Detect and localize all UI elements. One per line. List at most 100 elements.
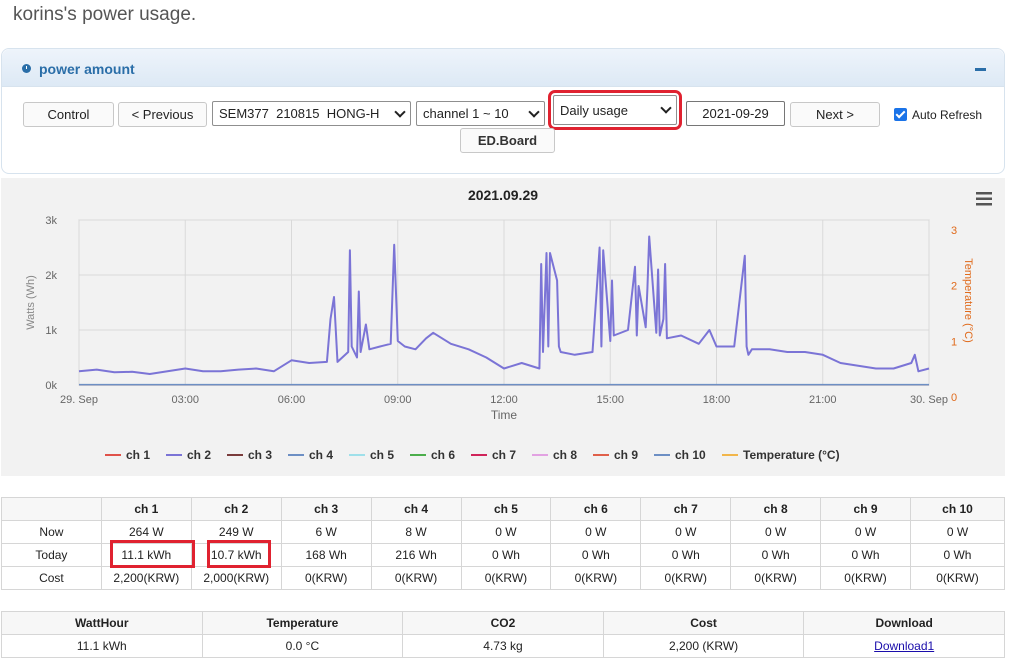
collapse-icon[interactable] bbox=[975, 68, 986, 71]
series-line-ch-2 bbox=[78, 235, 930, 375]
panel-title: power amount bbox=[39, 61, 135, 77]
power-amount-panel: power amount bbox=[1, 48, 1005, 174]
column-header: ch 8 bbox=[730, 497, 822, 521]
legend-item[interactable]: ch 3 bbox=[227, 448, 272, 462]
table-cell: 0 W bbox=[730, 520, 822, 544]
legend-item[interactable]: ch 9 bbox=[593, 448, 638, 462]
table-cell: 4.73 kg bbox=[402, 634, 604, 658]
column-header: Temperature bbox=[201, 611, 404, 635]
legend-label: ch 3 bbox=[248, 448, 272, 462]
x-tick-label: 29. Sep bbox=[60, 394, 98, 406]
chevron-down-icon bbox=[394, 106, 406, 118]
table-cell: 2,200(KRW) bbox=[100, 566, 192, 590]
download-link[interactable]: Download1 bbox=[874, 639, 935, 653]
table-cell: 0 W bbox=[640, 520, 732, 544]
x-tick-label: 06:00 bbox=[278, 394, 306, 406]
column-header: ch 4 bbox=[370, 497, 462, 521]
table-cell: 0(KRW) bbox=[909, 566, 1006, 590]
previous-button[interactable]: < Previous bbox=[118, 102, 207, 127]
summary-table: WattHour Temperature CO2 Cost Download 11.1 … bbox=[1, 611, 1005, 658]
column-header: ch 2 bbox=[190, 497, 282, 521]
date-input[interactable]: 2021-09-29 bbox=[686, 101, 785, 126]
table-cell: 8 W bbox=[370, 520, 462, 544]
table-cell: 10.7 kWh bbox=[190, 543, 282, 567]
table-cell: 6 W bbox=[280, 520, 372, 544]
column-header bbox=[1, 497, 102, 521]
column-header: ch 9 bbox=[820, 497, 911, 521]
table-cell: Now bbox=[1, 520, 102, 544]
power-chart: 2021.09.29 29. Sep 03:00 06:00 09:00 12:00 15… bbox=[1, 178, 1005, 476]
device-select-value: SEM377 210815 HONG-H bbox=[219, 106, 380, 121]
clock-icon bbox=[22, 64, 31, 73]
table-row: Today 11.1 kWh 10.7 kWh 168 Wh 216 Wh 0 Wh 0 W… bbox=[1, 543, 1006, 567]
next-button[interactable]: Next > bbox=[790, 102, 880, 127]
legend-item[interactable]: ch 6 bbox=[410, 448, 455, 462]
column-header: Cost bbox=[602, 611, 805, 635]
column-header: WattHour bbox=[1, 611, 203, 635]
table-cell: 0 Wh bbox=[909, 543, 1006, 567]
legend-item[interactable]: ch 4 bbox=[288, 448, 333, 462]
legend-label: ch 4 bbox=[309, 448, 333, 462]
table-cell: 0(KRW) bbox=[820, 566, 911, 590]
table-cell: 0(KRW) bbox=[280, 566, 372, 590]
control-button[interactable]: Control bbox=[23, 102, 114, 127]
usage-select[interactable]: Daily usage bbox=[548, 90, 682, 130]
legend-label: ch 8 bbox=[553, 448, 577, 462]
legend-item[interactable]: ch 2 bbox=[166, 448, 211, 462]
column-header: ch 6 bbox=[550, 497, 642, 521]
x-tick-label: 21:00 bbox=[809, 394, 837, 406]
y2-axis-label: Temperature (°C) bbox=[962, 258, 974, 342]
legend-label: ch 1 bbox=[126, 448, 150, 462]
table-cell: 0 Wh bbox=[730, 543, 822, 567]
column-header: ch 1 bbox=[100, 497, 192, 521]
legend-item[interactable]: ch 7 bbox=[471, 448, 516, 462]
table-cell: 0 Wh bbox=[820, 543, 911, 567]
auto-refresh-label: Auto Refresh bbox=[912, 108, 983, 122]
auto-refresh-checkbox[interactable] bbox=[894, 108, 907, 121]
y-tick-label: 2k bbox=[45, 270, 57, 282]
channel-select-value: channel 1 ~ 10 bbox=[423, 106, 509, 121]
table-cell: 0 Wh bbox=[640, 543, 732, 567]
table-cell: 11.1 kWh bbox=[1, 634, 203, 658]
x-tick-label: 30. Sep bbox=[910, 394, 948, 406]
column-header: Download bbox=[803, 611, 1005, 635]
table-cell: 0 Wh bbox=[460, 543, 552, 567]
page-title: korins's power usage. bbox=[13, 4, 197, 25]
table-cell: 0 W bbox=[550, 520, 642, 544]
legend-item[interactable]: ch 1 bbox=[105, 448, 150, 462]
legend-label: Temperature (°C) bbox=[743, 448, 840, 462]
legend-item[interactable]: ch 8 bbox=[532, 448, 577, 462]
x-axis-label: Time bbox=[491, 408, 518, 422]
summary-table-row: 11.1 kWh 0.0 °C 4.73 kg 2,200 (KRW) Download… bbox=[1, 634, 1005, 658]
y-tick-label: 0k bbox=[45, 380, 57, 392]
table-cell: Today bbox=[1, 543, 102, 567]
device-select[interactable]: SEM377 210815 HONG-H bbox=[212, 101, 411, 126]
table-cell: 2,200 (KRW) bbox=[602, 634, 805, 658]
y2-tick-label: 0 bbox=[951, 392, 957, 404]
x-tick-label: 18:00 bbox=[703, 394, 731, 406]
table-cell: 0 Wh bbox=[550, 543, 642, 567]
chart-title: 2021.09.29 bbox=[468, 187, 538, 203]
table-cell: 0(KRW) bbox=[640, 566, 732, 590]
highlight-box bbox=[110, 540, 195, 568]
table-cell: 216 Wh bbox=[370, 543, 462, 567]
table-cell: 0(KRW) bbox=[460, 566, 552, 590]
usage-select-value: Daily usage bbox=[560, 102, 628, 118]
chevron-down-icon bbox=[528, 106, 540, 118]
legend-label: ch 6 bbox=[431, 448, 455, 462]
legend-item[interactable]: ch 5 bbox=[349, 448, 394, 462]
x-tick-label: 03:00 bbox=[171, 394, 199, 406]
table-cell: 0(KRW) bbox=[370, 566, 462, 590]
ed-board-button[interactable]: ED.Board bbox=[460, 128, 555, 153]
table-cell: 0 W bbox=[460, 520, 552, 544]
y-axis-label: Watts (Wh) bbox=[25, 275, 37, 330]
y2-tick-label: 2 bbox=[951, 281, 957, 293]
x-tick-label: 15:00 bbox=[596, 394, 624, 406]
channel-select[interactable]: channel 1 ~ 10 bbox=[416, 101, 545, 126]
column-header: ch 7 bbox=[640, 497, 732, 521]
menu-icon[interactable] bbox=[976, 192, 992, 206]
channel-table-header: ch 1 ch 2 ch 3 ch 4 ch 5 ch 6 ch 7 ch 8 ch 9 ch 1… bbox=[1, 497, 1006, 521]
legend-item[interactable]: Temperature (°C) bbox=[722, 448, 840, 462]
legend-item[interactable]: ch 10 bbox=[654, 448, 706, 462]
